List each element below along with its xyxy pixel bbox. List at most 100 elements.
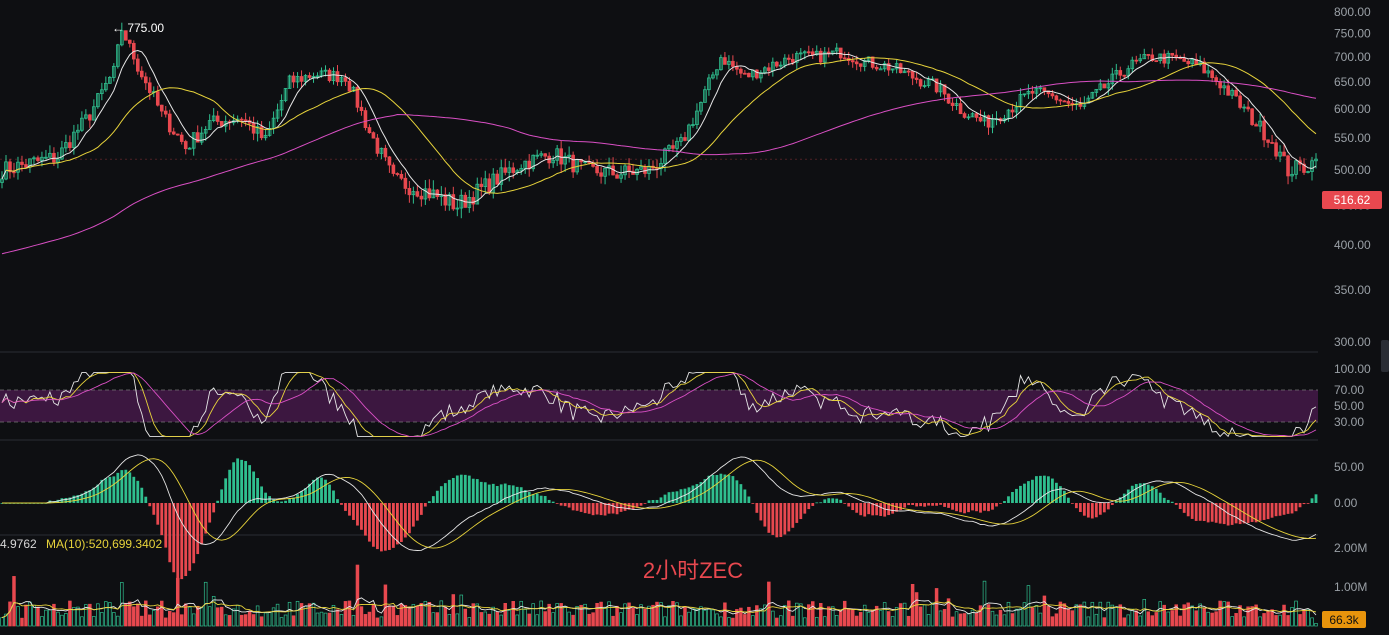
candle-body: [159, 104, 164, 112]
volume-bar: [1022, 602, 1027, 627]
volume-bar: [811, 601, 815, 627]
macd-histogram-bar: [1074, 503, 1078, 509]
candle-body: [719, 57, 723, 71]
candle-body: [195, 132, 200, 143]
macd-histogram-bar: [427, 501, 431, 503]
macd-histogram-bar: [735, 480, 739, 503]
macd-histogram-bar: [971, 503, 974, 511]
volume-bar: [267, 612, 272, 627]
candle-body: [1122, 74, 1127, 77]
candle-body: [623, 165, 627, 176]
volume-bar: [1306, 609, 1310, 627]
macd-histogram-bar: [336, 499, 339, 503]
macd-histogram-bar: [356, 503, 359, 526]
candle-body: [1050, 93, 1055, 97]
macd-histogram-bar: [1031, 479, 1034, 503]
volume-bar: [347, 600, 352, 627]
volume-bar: [1082, 601, 1087, 627]
candle-body: [942, 84, 947, 95]
macd-histogram-bar: [975, 503, 978, 512]
volume-ma5-line: [1, 597, 1317, 619]
macd-histogram-bar: [212, 503, 216, 513]
volume-bar: [447, 614, 452, 627]
candle-body: [826, 51, 831, 54]
volume-bar: [854, 615, 859, 627]
volume-bar: [84, 604, 88, 627]
volume-bar: [1270, 609, 1274, 627]
macd-histogram-bar: [1310, 498, 1314, 503]
macd-histogram-bar: [939, 503, 942, 505]
macd-histogram-bar: [571, 503, 575, 511]
volume-bar: [171, 612, 176, 627]
volume-bar: [970, 609, 975, 627]
candle-body: [603, 167, 607, 177]
candle-body: [60, 147, 64, 160]
macd-histogram-bar: [699, 482, 703, 503]
macd-histogram-bar: [1054, 482, 1058, 503]
candle-body: [163, 110, 168, 115]
candle-body: [1138, 58, 1143, 62]
candlestick-series: [0, 22, 1318, 219]
rsi-line: [1, 371, 1317, 438]
candle-body: [1166, 52, 1171, 64]
volume-bar: [1266, 610, 1270, 627]
volume-panel: [0, 564, 1318, 627]
macd-histogram-bar: [547, 499, 551, 503]
candle-body: [862, 60, 867, 67]
volume-bar: [1154, 612, 1158, 627]
volume-bar: [1054, 613, 1059, 627]
panel-collapse-handle[interactable]: [1381, 340, 1389, 372]
volume-bar: [543, 611, 547, 627]
macd-histogram-bar: [863, 503, 867, 517]
macd-histogram-bar: [144, 496, 148, 503]
volume-bar: [335, 609, 340, 627]
macd-histogram-bar: [895, 503, 899, 512]
candle-body: [934, 78, 939, 93]
volume-bar: [323, 612, 328, 627]
volume-bar: [36, 606, 40, 627]
macd-histogram-bar: [288, 498, 291, 503]
macd-histogram-bar: [671, 491, 675, 503]
macd-histogram-bar: [1098, 503, 1102, 515]
volume-bar: [231, 608, 236, 627]
volume-bar: [1058, 601, 1063, 627]
candle-body: [479, 183, 484, 188]
macd-histogram-bar: [843, 503, 847, 504]
volume-bar: [44, 609, 48, 627]
volume-bar: [96, 603, 100, 627]
macd-histogram-bar: [475, 479, 479, 503]
macd-histogram-bar: [999, 503, 1002, 504]
macd-histogram-bar: [679, 489, 683, 503]
macd-histogram-bar: [1007, 496, 1010, 503]
volume-bar: [727, 617, 731, 627]
rsi-axis-tick: 50.00: [1334, 399, 1364, 413]
macd-histogram-bar: [795, 503, 799, 523]
volume-bar: [815, 616, 819, 627]
macd-histogram-bar: [308, 483, 311, 503]
candle-body: [495, 173, 500, 185]
volume-bar: [215, 607, 220, 627]
candle-body: [615, 174, 619, 179]
volume-bar: [603, 606, 607, 627]
price-axis-tick: 750.00: [1334, 27, 1371, 41]
candle-body: [207, 120, 212, 130]
candle-body: [679, 137, 683, 142]
macd-histogram-bar: [220, 489, 224, 503]
candle-body: [926, 79, 931, 86]
macd-histogram-bar: [639, 503, 643, 506]
volume-bar: [1258, 616, 1262, 627]
volume-bar: [1226, 601, 1230, 627]
macd-histogram-bar: [635, 503, 639, 508]
macd-histogram-bar: [855, 503, 859, 513]
macd-histogram-bar: [951, 503, 954, 510]
volume-bar: [175, 577, 180, 627]
macd-histogram-bar: [911, 503, 915, 505]
macd-histogram-bar: [1094, 503, 1098, 518]
candle-body: [40, 156, 44, 161]
volume-bar: [826, 606, 831, 627]
volume-bar: [24, 604, 28, 627]
volume-bar: [12, 576, 16, 627]
candle-body: [343, 77, 348, 82]
